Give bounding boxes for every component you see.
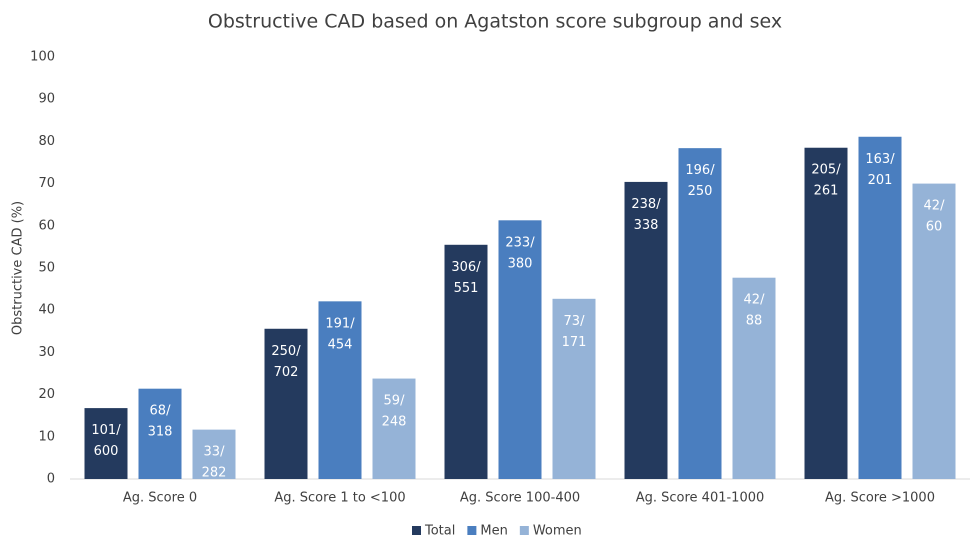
y-tick-label: 40 (38, 303, 55, 318)
value-label: 42/88 (744, 292, 766, 328)
legend-label: Men (480, 524, 507, 539)
legend-swatch (467, 526, 477, 535)
x-tick-label: Ag. Score 0 (123, 491, 197, 506)
y-tick-label: 20 (38, 387, 55, 402)
y-axis-label: Obstructive CAD (%) (11, 201, 26, 335)
value-label: 196/250 (685, 163, 715, 199)
value-label: 233/380 (505, 235, 535, 271)
bar (192, 429, 236, 479)
y-tick-label: 90 (38, 92, 55, 107)
bar (552, 298, 596, 479)
bar (804, 147, 848, 480)
chart-title: Obstructive CAD based on Agatston score … (208, 11, 782, 33)
value-label: 59/248 (382, 393, 407, 429)
x-tick-label: Ag. Score 401-1000 (636, 491, 765, 506)
legend-swatch (519, 526, 529, 535)
x-tick-label: Ag. Score 100-400 (460, 491, 580, 506)
x-tick-label: Ag. Score >1000 (825, 491, 935, 506)
bar (84, 408, 128, 479)
bar (372, 378, 416, 479)
value-label: 306/551 (451, 259, 481, 295)
y-tick-label: 50 (38, 261, 55, 276)
y-tick-label: 10 (38, 429, 55, 444)
bar (138, 388, 182, 479)
x-tick-label: Ag. Score 1 to <100 (274, 491, 405, 506)
y-tick-label: 70 (38, 176, 55, 191)
bar (624, 181, 668, 480)
bar (264, 328, 308, 479)
value-label: 250/702 (271, 343, 301, 379)
y-tick-label: 60 (38, 218, 55, 233)
value-label: 205/261 (811, 162, 841, 198)
y-tick-label: 100 (30, 50, 55, 65)
value-label: 101/600 (91, 423, 121, 459)
bar (678, 148, 722, 480)
y-tick-label: 0 (47, 472, 55, 487)
value-label: 73/171 (562, 313, 587, 349)
bar (318, 301, 362, 479)
bar (912, 183, 956, 479)
value-label: 191/454 (325, 316, 355, 352)
value-label: 163/201 (865, 151, 895, 187)
value-label: 33/282 (202, 444, 227, 480)
value-label: 238/338 (631, 196, 661, 232)
bar (732, 277, 776, 479)
bar (858, 136, 902, 479)
legend-label: Total (424, 524, 455, 539)
y-tick-label: 80 (38, 134, 55, 149)
bar (498, 220, 542, 479)
legend-swatch (412, 526, 421, 535)
legend-label: Women (533, 524, 582, 539)
bar (444, 244, 488, 479)
value-label: 68/318 (148, 403, 173, 439)
y-tick-label: 30 (38, 345, 55, 360)
value-label: 42/60 (924, 198, 946, 234)
